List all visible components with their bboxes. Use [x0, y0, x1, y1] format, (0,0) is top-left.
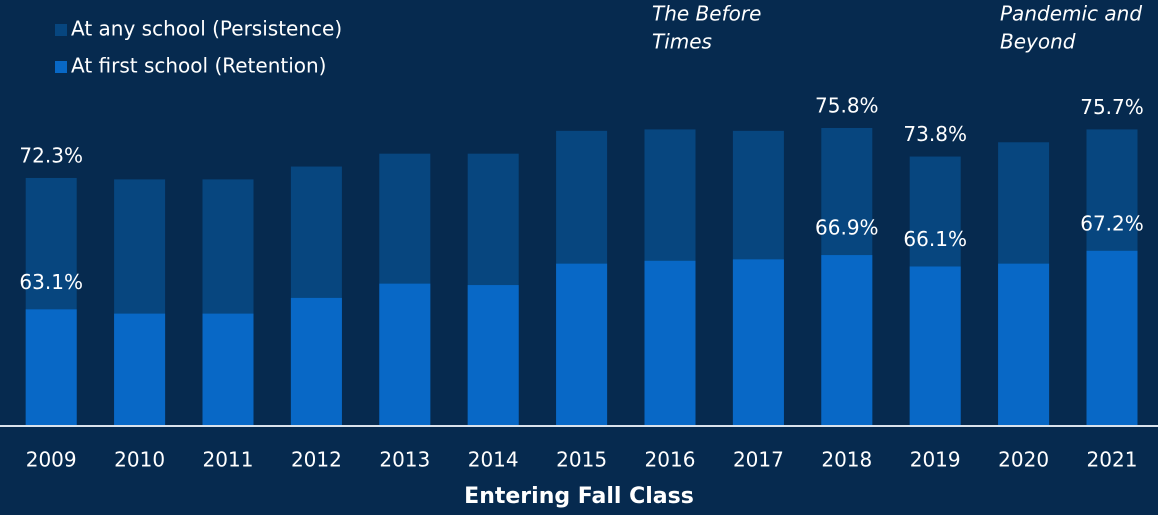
bar — [202, 313, 254, 425]
legend-label: At first school (Retention) — [71, 54, 327, 78]
data-label: 63.1% — [19, 270, 83, 294]
annotation: Pandemic and — [1000, 2, 1142, 26]
x-tick-label: 2011 — [203, 448, 254, 472]
bar — [1086, 250, 1138, 425]
bar — [467, 285, 519, 425]
x-tick-label: 2017 — [733, 448, 784, 472]
annotation: Times — [652, 30, 712, 54]
data-label: 67.2% — [1080, 211, 1144, 235]
data-label: 72.3% — [19, 143, 83, 167]
x-axis-label: Entering Fall Class — [464, 484, 694, 509]
bar — [644, 260, 696, 425]
x-tick-label: 2019 — [910, 448, 961, 472]
x-tick-label: 2009 — [26, 448, 77, 472]
bar — [732, 259, 784, 425]
bar — [114, 313, 166, 425]
x-tick-label: 2012 — [291, 448, 342, 472]
bar — [290, 297, 342, 425]
x-tick-label: 2021 — [1087, 448, 1138, 472]
legend-label: At any school (Persistence) — [71, 17, 342, 41]
bar — [25, 309, 77, 425]
x-tick-label: 2016 — [645, 448, 696, 472]
x-tick-label: 2010 — [114, 448, 165, 472]
bar — [998, 263, 1050, 425]
bar — [556, 263, 608, 425]
bar — [821, 255, 873, 425]
data-label: 75.7% — [1080, 95, 1144, 119]
x-tick-label: 2014 — [468, 448, 519, 472]
data-label: 66.1% — [903, 227, 967, 251]
bar — [379, 283, 431, 425]
x-tick-label: 2018 — [821, 448, 872, 472]
annotation: The Before — [652, 2, 761, 26]
x-tick-label: 2013 — [379, 448, 430, 472]
data-label: 66.9% — [815, 216, 879, 240]
x-tick-label: 2015 — [556, 448, 607, 472]
x-tick-label: 2020 — [998, 448, 1049, 472]
legend-swatch — [55, 61, 67, 73]
data-label: 73.8% — [903, 122, 967, 146]
annotation: Beyond — [1000, 30, 1076, 54]
legend-swatch — [55, 24, 67, 36]
data-label: 75.8% — [815, 93, 879, 117]
bar — [909, 266, 961, 425]
